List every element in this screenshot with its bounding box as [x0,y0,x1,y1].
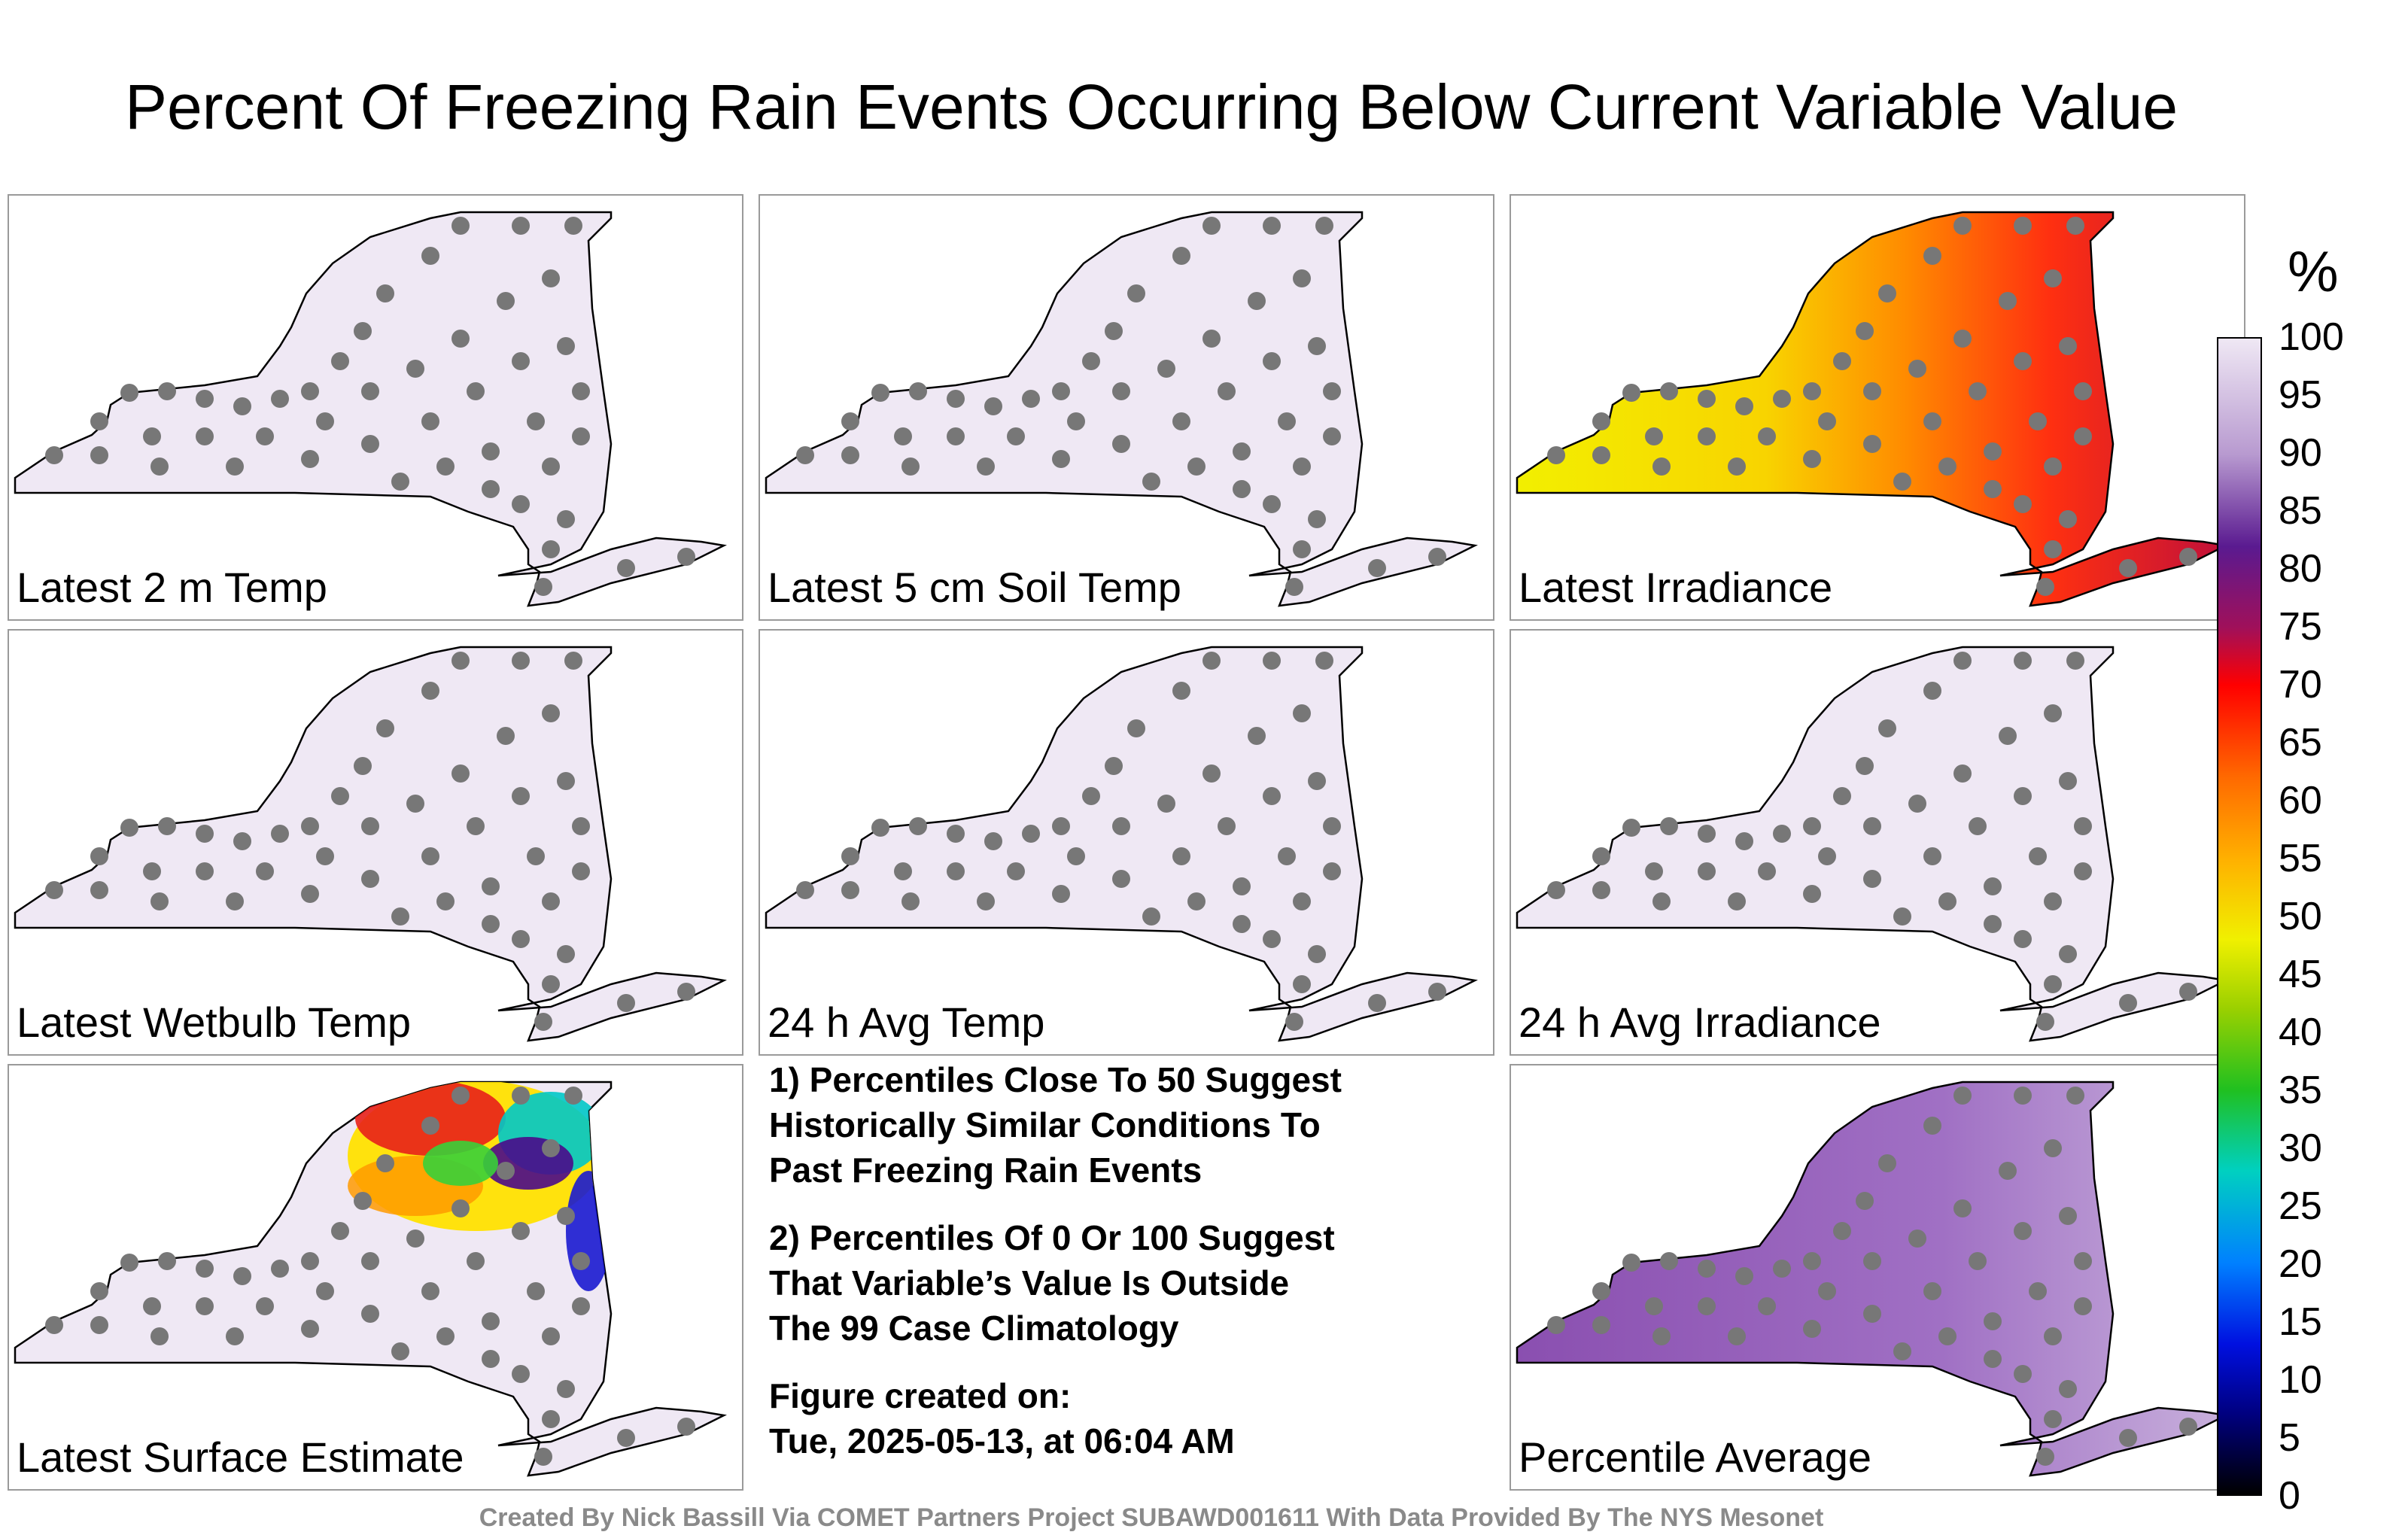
colorbar-tick-label: 65 [2279,721,2322,764]
colorbar-tick-label: 55 [2279,837,2322,880]
map-ny-avg-irradiance [1516,646,2227,1042]
colorbar [2217,337,2262,1496]
colorbar-tick-label: 95 [2279,373,2322,417]
note-2: 2) Percentiles Of 0 Or 100 Suggest That … [769,1218,1335,1348]
colorbar-tick-label: 20 [2279,1242,2322,1286]
colorbar-tick-label: 25 [2279,1184,2322,1228]
panel-label: Latest Surface Estimate [17,1433,464,1481]
panel-latest-wetbulb-temp: Latest Wetbulb Temp [8,629,743,1056]
colorbar-tick-label: 100 [2279,315,2344,359]
panel-latest-irradiance: Latest Irradiance [1510,194,2245,621]
panel-24h-avg-irradiance: 24 h Avg Irradiance [1510,629,2245,1056]
panel-label: 24 h Avg Temp [768,999,1045,1046]
credit-footer: Created By Nick Bassill Via COMET Partne… [479,1503,1824,1532]
panel-latest-5cm-soil-temp: Latest 5 cm Soil Temp [759,194,1494,621]
panel-24h-avg-temp: 24 h Avg Temp [759,629,1494,1056]
colorbar-tick-label: 80 [2279,547,2322,591]
colorbar-tick-label: 15 [2279,1300,2322,1344]
panel-label: Latest 5 cm Soil Temp [768,564,1181,611]
colorbar-tick-label: 60 [2279,779,2322,822]
panel-percentile-average: Percentile Average [1510,1064,2245,1491]
colorbar-tick-label: 70 [2279,663,2322,707]
map-ny-irradiance [1516,211,2227,607]
map-ny-avg-temp [765,646,1476,1042]
panel-label: 24 h Avg Irradiance [1519,999,1881,1046]
panel-label: Latest 2 m Temp [17,564,327,611]
note-1: 1) Percentiles Close To 50 Suggest Histo… [769,1060,1342,1190]
colorbar-tick-label: 85 [2279,489,2322,533]
map-ny-2m-temp [14,211,725,607]
panel-latest-surface-estimate: Latest Surface Estimate [8,1064,743,1491]
colorbar-tick-label: 0 [2279,1474,2300,1518]
colorbar-tick-label: 30 [2279,1126,2322,1170]
colorbar-tick-label: 40 [2279,1011,2322,1054]
panel-label: Latest Wetbulb Temp [17,999,412,1046]
colorbar-tick-label: 10 [2279,1358,2322,1402]
map-ny-wetbulb [14,646,725,1042]
figure-title: Percent Of Freezing Rain Events Occurrin… [124,71,2178,142]
colorbar-tick-label: 35 [2279,1068,2322,1112]
figure-created: Figure created on: Tue, 2025-05-13, at 0… [769,1376,1235,1461]
colorbar-tick-label: 45 [2279,953,2322,996]
panel-label: Latest Irradiance [1519,564,1833,611]
colorbar-tick-label: 50 [2279,895,2322,938]
colorbar-tick-label: 75 [2279,605,2322,649]
panel-latest-2m-temp: Latest 2 m Temp [8,194,743,621]
map-ny-soil-temp [765,211,1476,607]
colorbar-unit: % [2288,240,2339,304]
notes-block: 1) Percentiles Close To 50 Suggest Histo… [769,1057,1469,1486]
colorbar-tick-label: 5 [2279,1416,2300,1460]
colorbar-tick-label: 90 [2279,431,2322,475]
map-ny-percentile-average [1516,1081,2227,1477]
map-ny-surface-estimate [14,1081,725,1477]
panel-label: Percentile Average [1519,1433,1872,1481]
